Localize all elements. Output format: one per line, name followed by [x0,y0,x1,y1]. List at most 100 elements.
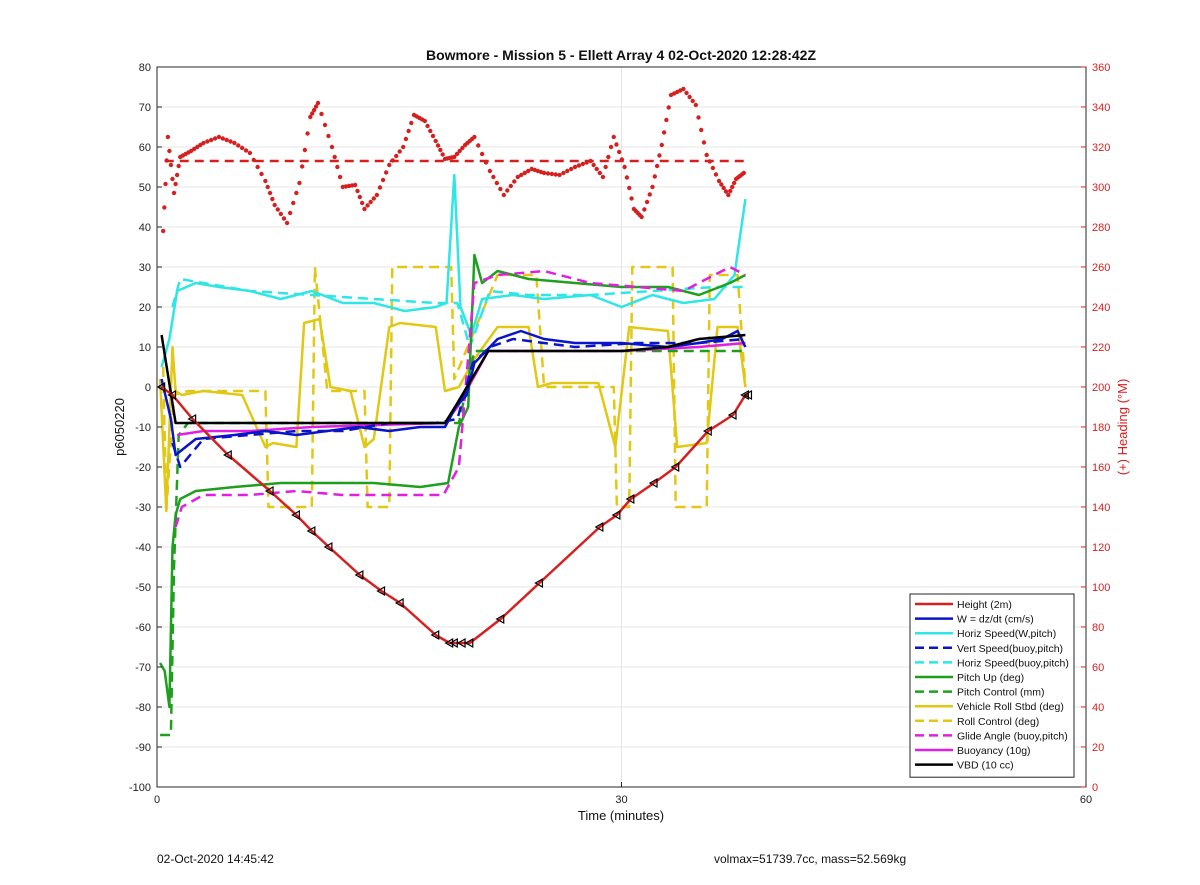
left-tick-label: 50 [139,182,151,194]
right-tick-label: 260 [1092,262,1110,274]
height-marker [323,541,333,553]
heading-point [600,174,606,180]
heading-point [428,128,433,134]
heading-point [666,105,671,110]
heading-point [278,211,284,217]
legend-label: Vehicle Roll Stbd (deg) [957,701,1064,713]
heading-point [642,207,647,212]
heading-point [337,174,343,180]
height-marker [534,577,544,589]
heading-point [522,170,527,176]
heading-point [654,163,660,169]
left-tick-label: -20 [135,462,151,474]
heading-point [561,170,566,176]
heading-point [650,184,655,190]
heading-point [208,137,214,143]
heading-point [284,220,290,226]
x-axis-ticks: 0 30 60 [154,782,1092,806]
heading-point [403,136,409,142]
height-marker [444,637,454,649]
legend-box [909,593,1075,778]
heading-point [731,180,737,186]
left-tick-label: 10 [139,342,151,354]
series-layer [158,173,749,737]
heading-point [212,136,218,141]
height-marker [354,569,364,581]
heading-point [438,147,443,153]
heading-point [310,111,315,116]
left-tick-label: -30 [135,502,151,514]
heading-point [174,172,180,178]
heading-point [377,185,383,190]
heading-point [380,177,386,183]
legend-label: VBD (10 cc) [957,760,1014,772]
heading-point [627,185,632,191]
heading-point [265,184,270,190]
left-tick-label: -100 [129,782,151,794]
x-axis-label: Time (minutes) [578,808,664,823]
right-tick-label: 240 [1092,302,1110,314]
series-line-horiz-speed-buoy-pitch [171,277,746,349]
heading-point [425,123,430,129]
heading-point [267,190,273,196]
height-marker [306,525,316,537]
heading-point [335,164,340,170]
height-marker [702,425,712,437]
height-marker [430,629,440,641]
series-line-vehicle-roll-stbd-deg [158,317,747,513]
heading-point [545,171,551,176]
heading-point [580,161,585,167]
heading-point [608,144,614,150]
legend-label: Pitch Up (deg) [957,672,1024,684]
right-tick-label: 220 [1092,342,1110,354]
heading-point [170,176,175,182]
right-tick-label: 100 [1092,582,1110,594]
heading-point [713,172,719,177]
heading-point [652,174,657,179]
right-tick-label: 120 [1092,542,1110,554]
right-tick-label: 0 [1092,782,1098,794]
heading-point [730,184,735,190]
heading-point [452,154,457,160]
heading-point [259,171,264,177]
heading-point [572,164,578,170]
heading-point [657,153,662,158]
right-tick-label: 40 [1092,702,1104,714]
heading-point [622,164,627,170]
series-line-roll-control-deg [161,265,747,513]
heading-point [588,158,593,164]
heading-point [236,143,241,148]
heading-point [704,152,709,158]
heading-point [696,115,701,120]
heading-point [352,182,358,188]
heading-point [726,192,731,198]
heading-point [568,166,574,172]
heading-point [644,199,650,205]
heading-point [549,171,555,177]
left-tick-label: 60 [139,142,151,154]
heading-point [365,203,370,208]
heading-point [515,174,520,180]
heading-point [508,183,513,189]
height-marker [264,485,274,497]
heading-point [526,168,531,174]
heading-point [707,159,712,164]
heading-point [297,180,302,186]
right-tick-label: 80 [1092,622,1104,634]
series-line-vbd-10-cc [160,333,746,425]
left-tick-label: 30 [139,262,151,274]
left-tick-label: -40 [135,542,151,554]
heading-point [619,157,625,162]
heading-point [611,134,616,140]
heading-point [519,172,524,178]
heading-point [239,145,245,151]
height-marker [740,389,749,401]
height-marker [611,509,621,521]
left-axis-ticks: -100-90-80-70-60-50-40-30-20-10010203040… [129,62,162,794]
heading-point [553,172,558,177]
right-tick-label: 60 [1092,662,1104,674]
heading-point [476,143,481,148]
right-tick-label: 160 [1092,462,1110,474]
heading-point [710,165,716,171]
